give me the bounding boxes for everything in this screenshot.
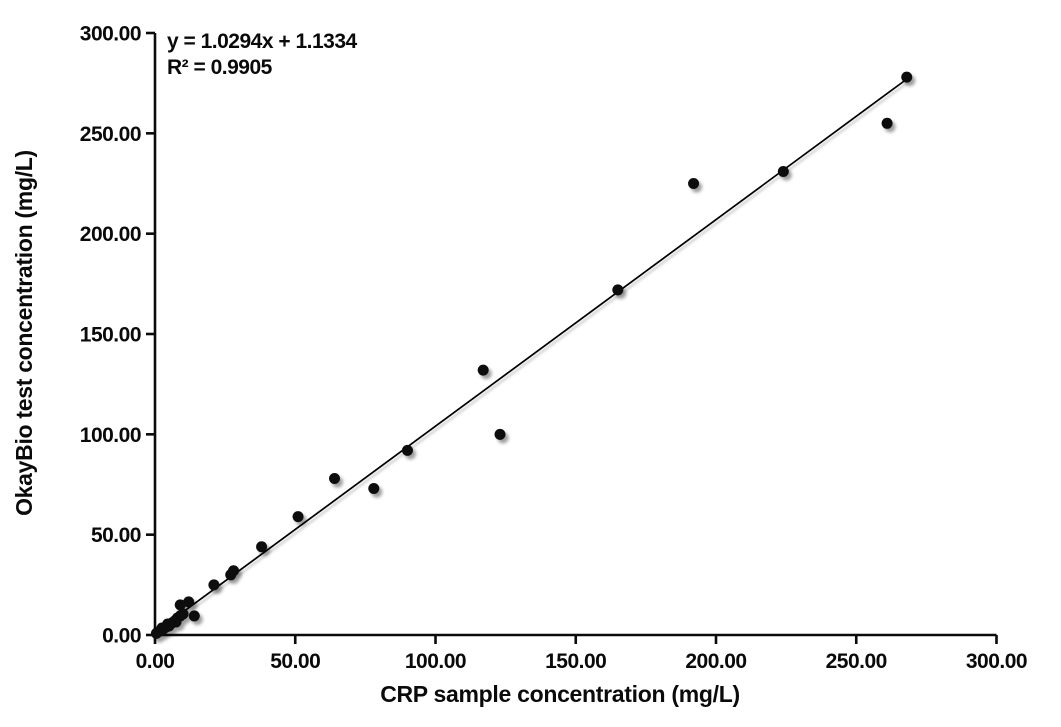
scatter-point [256, 541, 268, 553]
scatter-point [368, 483, 380, 495]
scatter-point [183, 596, 195, 608]
trendline-segment [154, 78, 908, 634]
y-tick-label: 250.00 [80, 123, 141, 146]
x-tick-label: 300.00 [966, 650, 1027, 673]
y-axis-title: OkayBio test concentration (mg/L) [11, 150, 37, 516]
trendline [154, 78, 908, 634]
scatter-point [494, 428, 506, 440]
y-tick-label: 100.00 [80, 424, 141, 447]
scatter-point [329, 472, 341, 484]
regression-equation-text: y = 1.0294x + 1.1334 [167, 30, 358, 53]
x-tick-label: 250.00 [826, 650, 887, 673]
scatter-point [688, 178, 700, 189]
y-tick-label: 300.00 [80, 23, 141, 46]
y-tick-label: 150.00 [80, 324, 141, 347]
scatter-point [177, 608, 189, 620]
scatter-point [188, 610, 200, 622]
axes: 0.00 50.00 100.00 150.00 200.00 250.00 300.00 0… [80, 23, 1028, 674]
scatter-point [477, 364, 489, 376]
scatter-point [901, 71, 913, 83]
x-tick-label: 200.00 [685, 650, 746, 673]
scatter-point [777, 165, 789, 177]
r-squared-text: R² = 0.9905 [167, 56, 273, 79]
scatter-point [881, 117, 893, 129]
scatter-point [292, 511, 304, 523]
scatter-point [401, 444, 413, 456]
scatter-point [612, 284, 624, 296]
scatter-point [228, 565, 240, 577]
x-tick-label: 50.00 [270, 650, 320, 673]
x-tick-label: 0.00 [136, 650, 175, 673]
x-tick-label: 150.00 [545, 650, 606, 673]
y-tick-label: 50.00 [91, 524, 141, 547]
data-points [150, 71, 913, 639]
scatter-point [174, 599, 186, 611]
y-tick-label: 200.00 [80, 223, 141, 246]
scatter-point [208, 579, 220, 591]
x-tick-label: 100.00 [405, 650, 466, 673]
y-tick-label: 0.00 [102, 625, 141, 648]
x-axis-title: CRP sample concentration (mg/L) [380, 681, 740, 707]
